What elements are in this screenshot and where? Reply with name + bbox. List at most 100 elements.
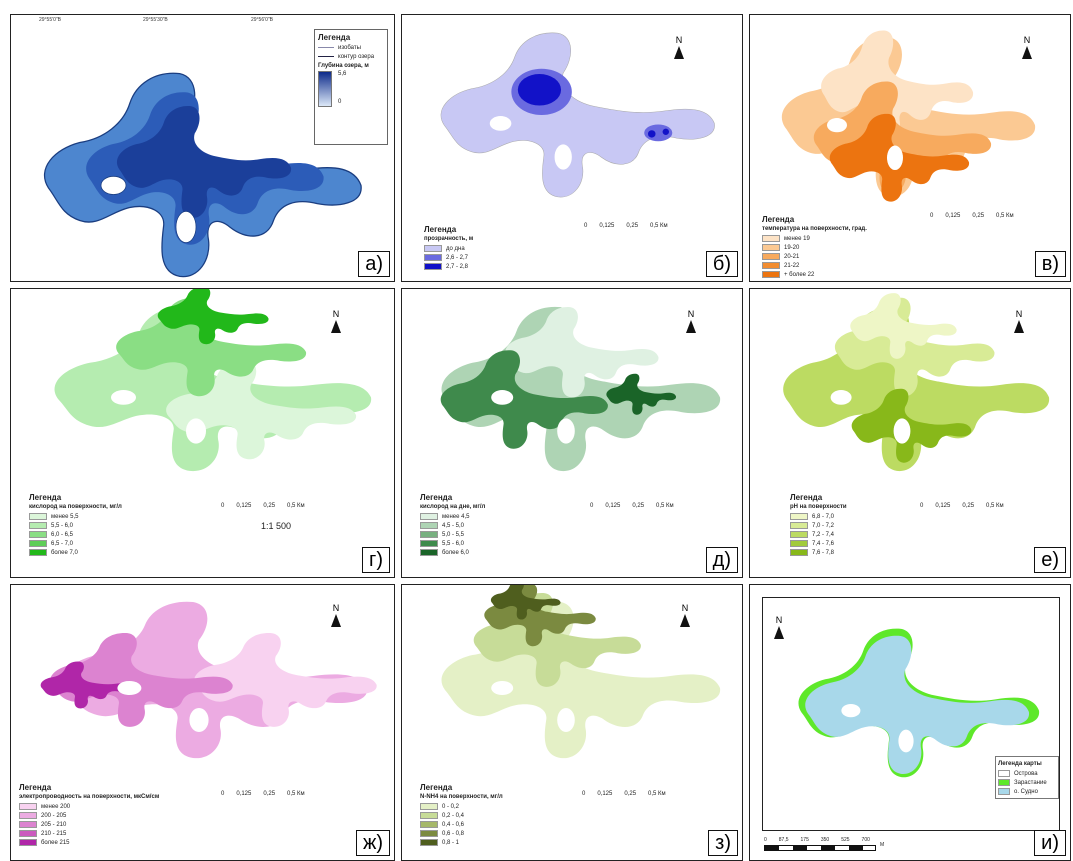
legend-row: 0,6 - 0,8	[420, 829, 530, 838]
panel-label-d: д)	[705, 547, 738, 573]
scale-bar: 0 0,125 0,25 0,5 Км	[582, 791, 666, 797]
legend-oxygen-surface: Легенда кислород на поверхности, мг/л ме…	[29, 493, 159, 557]
coord-top-1: 29°55'0"В	[39, 17, 61, 23]
legend-oxygen-bottom: Легенда кислород на дне, мг/л менее 4,5 …	[420, 493, 520, 557]
legend-row: 20-21	[762, 252, 902, 261]
legend-row: более 215	[19, 838, 199, 847]
depth-color-ramp	[318, 71, 332, 107]
scale-bar: 0 0,125 0,25 0,5 Км	[221, 503, 305, 509]
panel-overgrowth-map: Легенда карты Острова Зарастание о. Судн…	[749, 584, 1071, 861]
scale-unit: М	[880, 842, 885, 848]
north-arrow-icon	[1022, 46, 1032, 59]
legend-row: 4,5 - 5,0	[420, 521, 520, 530]
legend-row: о. Судно	[998, 787, 1056, 796]
legend-row: + более 22	[762, 270, 902, 279]
panel-oxygen-surface-map: N Легенда кислород на поверхности, мг/л …	[10, 288, 395, 578]
north-arrow: N	[1020, 35, 1034, 59]
north-arrow: N	[329, 603, 343, 627]
legend-item-contour: контур озера	[318, 52, 384, 61]
overgrowth-map	[798, 628, 1040, 778]
legend-row: 205 - 210	[19, 820, 199, 829]
north-arrow-icon	[774, 626, 784, 639]
north-arrow: N	[1012, 309, 1026, 333]
legend-title: Легенда	[318, 33, 351, 42]
legend-row: 5,5 - 6,0	[29, 521, 159, 530]
panel-label-e: е)	[1034, 547, 1066, 573]
panel-label-v: в)	[1034, 251, 1066, 277]
temperature-map	[781, 30, 1036, 202]
scale-bar: 0 0,125 0,25 0,5 Км	[920, 503, 1004, 509]
panel-label-z: з)	[708, 830, 738, 856]
legend-row: более 7,0	[29, 548, 159, 557]
legend-depth: Легенда изобаты контур озера Глубина озе…	[314, 29, 388, 145]
legend-row: 0 - 0,2	[420, 802, 530, 811]
legend-row: 7,6 - 7,8	[790, 548, 890, 557]
legend-row: 21-22	[762, 261, 902, 270]
north-arrow: N	[684, 309, 698, 333]
legend-subtitle: Глубина озера, м	[318, 63, 369, 69]
legend-row: 6,0 - 6,5	[29, 530, 159, 539]
north-arrow-icon	[331, 320, 341, 333]
legend-row: более 6,0	[420, 548, 520, 557]
legend-row: 0,8 - 1	[420, 838, 530, 847]
legend-conductivity: Легенда электропроводность на поверхност…	[19, 783, 199, 847]
legend-temperature: Легенда температура на поверхности, град…	[762, 215, 902, 279]
legend-item-isobaths: изобаты	[318, 43, 384, 52]
north-arrow: N	[329, 309, 343, 333]
legend-row: 5,5 - 6,0	[420, 539, 520, 548]
panel-label-a: а)	[358, 251, 390, 277]
legend-row: менее 5,5	[29, 512, 159, 521]
legend-row: 0,2 - 0,4	[420, 811, 530, 820]
coord-top-3: 29°55'30"В	[143, 17, 168, 23]
legend-row: Зарастание	[998, 778, 1056, 787]
legend-row: 7,2 - 7,4	[790, 530, 890, 539]
scale-bar: 0 0,125 0,25 0,5 Км	[590, 503, 674, 509]
oxygen-surface-map	[54, 289, 372, 472]
panel-label-g: г)	[362, 547, 390, 573]
ramp-min: 0	[338, 99, 342, 105]
scale-bar: 0 0,125 0,25 0,5 Км	[584, 223, 668, 229]
north-arrow-icon	[686, 320, 696, 333]
legend-row: Острова	[998, 769, 1056, 778]
legend-transparency: Легенда прозрачность, м до дна 2,6 - 2,7…	[424, 225, 524, 271]
north-arrow-icon	[1014, 320, 1024, 333]
ramp-max: 5,6	[338, 71, 347, 77]
coord-top-5: 29°56'0"В	[251, 17, 273, 23]
panel-temperature-map: N Легенда температура на поверхности, гр…	[749, 14, 1071, 282]
panel-conductivity-map: N Легенда электропроводность на поверхно…	[10, 584, 395, 861]
scale-ratio: 1:1 500	[261, 521, 292, 531]
legend-row: 0,4 - 0,6	[420, 820, 530, 829]
legend-row: 200 - 205	[19, 811, 199, 820]
map-frame: Легенда карты Острова Зарастание о. Судн…	[762, 597, 1060, 831]
north-arrow-icon	[331, 614, 341, 627]
panel-depth-map: 29°55'0"В 29°55'30"В 29°56'0"В Легенда и…	[10, 14, 395, 282]
conductivity-map	[40, 601, 377, 759]
panel-ph-map: N Легенда pH на поверхности 6,8 - 7,0 7,…	[749, 288, 1071, 578]
panel-oxygen-bottom-map: N Легенда кислород на дне, мг/л менее 4,…	[401, 288, 743, 578]
scale-bar: 0 0,125 0,25 0,5 Км	[930, 213, 1014, 219]
panel-label-i: и)	[1034, 830, 1066, 856]
panel-label-zh: ж)	[355, 830, 390, 856]
north-arrow-icon	[680, 614, 690, 627]
legend-row: 2,6 - 2,7	[424, 253, 524, 262]
legend-row: до дна	[424, 244, 524, 253]
legend-row: 5,0 - 5,5	[420, 530, 520, 539]
legend-row: 7,4 - 7,6	[790, 539, 890, 548]
legend-row: 19-20	[762, 243, 902, 252]
ph-map	[783, 293, 1050, 472]
north-arrow: N	[672, 35, 686, 59]
depth-map	[43, 72, 362, 278]
legend-ammonium: Легенда N-NH4 на поверхности, мг/л 0 - 0…	[420, 783, 530, 847]
legend-row: менее 19	[762, 234, 902, 243]
panel-ammonium-map: N Легенда N-NH4 на поверхности, мг/л 0 -…	[401, 584, 743, 861]
legend-row: 210 - 215	[19, 829, 199, 838]
legend-row: 2,7 - 2,8	[424, 262, 524, 271]
legend-row: 6,5 - 7,0	[29, 539, 159, 548]
legend-ph: Легенда pH на поверхности 6,8 - 7,0 7,0 …	[790, 493, 890, 557]
legend-row: менее 200	[19, 802, 199, 811]
scale-bar: 0 87,5 175 350 525 700	[764, 837, 870, 843]
legend-row: 6,8 - 7,0	[790, 512, 890, 521]
transparency-map	[440, 32, 716, 198]
north-arrow: N	[678, 603, 692, 627]
legend-row: менее 4,5	[420, 512, 520, 521]
